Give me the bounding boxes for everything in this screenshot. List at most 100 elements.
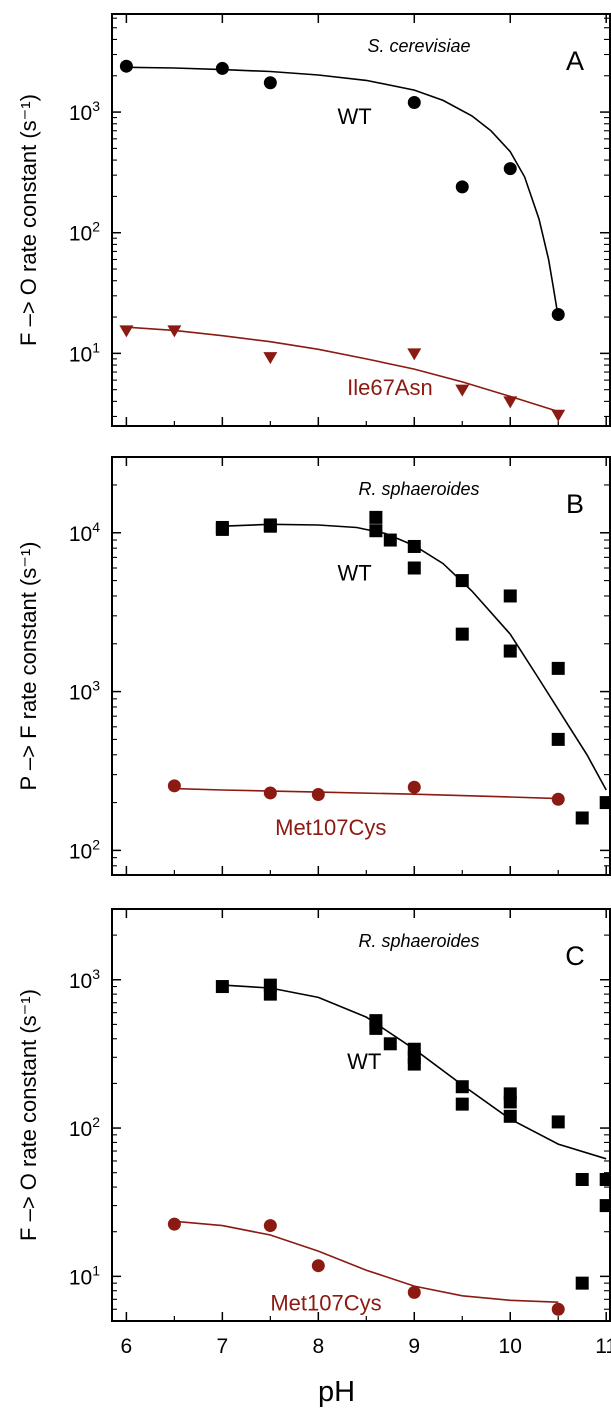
y-tick-label: 103 — [69, 966, 100, 993]
data-point — [503, 1109, 517, 1123]
data-point — [551, 1115, 565, 1129]
data-point — [369, 510, 383, 524]
data-point — [407, 561, 421, 575]
series-wt: WT — [119, 59, 565, 321]
series-wt: WT — [215, 978, 611, 1290]
series-label: WT — [338, 104, 372, 129]
y-tick-label: 103 — [69, 98, 100, 125]
data-point — [599, 1172, 611, 1186]
series-met107cys: Met107Cys — [167, 779, 565, 840]
data-point — [407, 96, 421, 110]
data-point — [503, 589, 517, 603]
panel-c: 101 102 103 6 7 8 9 10 11 pH F –> O rate constant … — [16, 908, 611, 1408]
x-axis-label: pH — [318, 1376, 355, 1408]
data-point — [575, 811, 589, 825]
data-point — [503, 644, 517, 658]
fit-curve — [174, 1220, 559, 1303]
data-point — [503, 162, 517, 176]
data-point — [407, 1057, 421, 1071]
data-point — [215, 61, 229, 75]
data-point — [455, 1080, 469, 1094]
data-point — [311, 1259, 325, 1273]
fit-curve — [222, 984, 607, 1160]
panel-title: S. cerevisiae — [367, 36, 470, 56]
data-point — [119, 325, 134, 338]
x-tick-label: 11 — [595, 1335, 611, 1358]
data-point — [407, 348, 422, 361]
y-tick-label: 102 — [69, 836, 100, 863]
x-tick-label: 7 — [217, 1335, 229, 1358]
x-tick-label: 10 — [499, 1335, 522, 1358]
data-point — [369, 524, 383, 538]
panel-b: 102 103 104 P –> F rate constant (s⁻¹) R. sp… — [16, 456, 611, 876]
data-point — [455, 574, 469, 588]
data-point — [407, 1285, 421, 1299]
data-point — [455, 1097, 469, 1111]
series-label: Met107Cys — [270, 1290, 381, 1315]
data-point — [407, 539, 421, 553]
x-tick-label: 9 — [408, 1335, 420, 1358]
data-point — [167, 325, 182, 338]
series-ile67asn: Ile67Asn — [119, 325, 566, 422]
y-axis-label: F –> O rate constant (s⁻¹) — [16, 989, 41, 1241]
data-point — [551, 409, 566, 422]
data-point — [263, 1219, 277, 1233]
fit-curve — [126, 66, 559, 318]
series-wt: WT — [215, 510, 611, 825]
y-axis-label: F –> O rate constant (s⁻¹) — [16, 94, 41, 346]
y-tick-label: 103 — [69, 678, 100, 705]
data-point — [551, 1302, 565, 1316]
data-point — [551, 307, 565, 321]
data-point — [599, 796, 611, 810]
fit-curve — [222, 523, 607, 791]
plot-frame — [111, 13, 611, 427]
data-point — [455, 627, 469, 641]
data-point — [263, 786, 277, 800]
series-label: WT — [347, 1049, 381, 1074]
plot-frame — [111, 908, 611, 1322]
data-point — [599, 1199, 611, 1213]
data-point — [455, 180, 469, 194]
x-tick-label: 8 — [312, 1335, 324, 1358]
fit-curve — [126, 326, 559, 413]
data-point — [167, 1217, 181, 1231]
data-point — [383, 533, 397, 547]
data-point — [215, 520, 229, 534]
y-tick-label: 101 — [69, 1262, 100, 1289]
data-point — [311, 787, 325, 801]
series-label: Ile67Asn — [347, 375, 433, 400]
data-point — [263, 352, 278, 365]
data-point — [119, 59, 133, 73]
series-label: Met107Cys — [275, 815, 386, 840]
data-point — [503, 396, 518, 409]
fit-curve — [174, 787, 559, 800]
data-point — [551, 732, 565, 746]
y-tick-label: 101 — [69, 339, 100, 366]
panel-letter: B — [566, 489, 584, 519]
y-axis-label: P –> F rate constant (s⁻¹) — [16, 541, 41, 790]
data-point — [263, 76, 277, 90]
data-point — [215, 980, 229, 994]
panel-letter: C — [565, 941, 585, 971]
plot-frame — [111, 456, 611, 876]
panel-title: R. sphaeroides — [358, 931, 479, 951]
data-point — [575, 1172, 589, 1186]
data-point — [263, 987, 277, 1001]
data-point — [551, 792, 565, 806]
data-point — [503, 1095, 517, 1109]
data-point — [369, 1021, 383, 1035]
data-point — [383, 1037, 397, 1051]
panel-letter: A — [566, 46, 584, 76]
data-point — [551, 661, 565, 675]
data-point — [575, 1276, 589, 1290]
data-point — [167, 779, 181, 793]
data-point — [407, 780, 421, 794]
series-label: WT — [338, 561, 372, 586]
panel-a: 101 102 103 F –> O rate constant (s⁻¹) S. ce… — [16, 13, 611, 427]
panel-title: R. sphaeroides — [358, 479, 479, 499]
data-point — [455, 384, 470, 397]
y-tick-label: 102 — [69, 1114, 100, 1141]
data-point — [263, 518, 277, 532]
y-tick-label: 104 — [69, 519, 100, 546]
